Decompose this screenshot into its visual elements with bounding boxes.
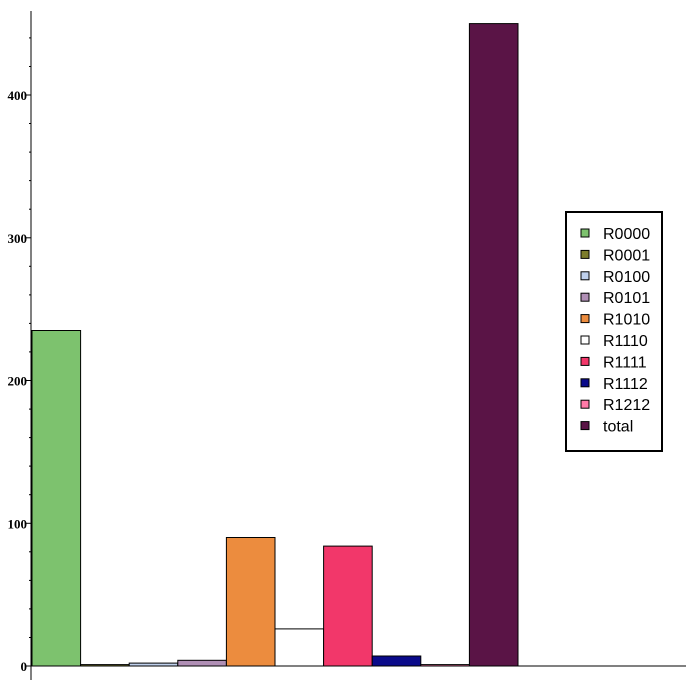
legend-swatch-r1010 <box>580 314 590 324</box>
y-tick-label: 0 <box>21 659 28 674</box>
axes-layer: 0 100 200 300 400 <box>8 11 686 680</box>
legend-label-r1111: R1111 <box>603 354 647 371</box>
legend-swatch-r0000 <box>580 228 590 238</box>
bar-r0101 <box>177 659 227 667</box>
legend-swatch-r1212 <box>580 399 590 409</box>
legend-label-r0001: R0001 <box>603 247 650 264</box>
legend-label-total: total <box>603 419 633 436</box>
legend-swatch-r0001 <box>580 249 590 259</box>
legend-swatch-total <box>580 421 590 431</box>
bar-r1112 <box>371 655 422 667</box>
legend-label-r0000: R0000 <box>603 226 650 243</box>
bar-r1110 <box>274 628 325 667</box>
legend-label-r1010: R1010 <box>603 312 650 329</box>
legend: R0000 R0001 R0100 R0101 R1010 R1110 R1111 R1112… <box>565 211 663 452</box>
y-tick-label: 300 <box>8 231 28 246</box>
y-tick-label: 400 <box>8 88 28 103</box>
legend-swatch-r0101 <box>580 292 590 302</box>
legend-swatch-r1110 <box>580 335 590 345</box>
y-tick-label: 200 <box>8 374 28 389</box>
legend-label-r1110: R1110 <box>603 333 648 350</box>
legend-label-r1112: R1112 <box>603 376 648 393</box>
legend-label-r0101: R0101 <box>603 290 650 307</box>
bar-total <box>468 23 519 667</box>
legend-swatch-r0100 <box>580 271 590 281</box>
bars-layer <box>31 23 519 667</box>
y-tick-label: 100 <box>8 516 28 531</box>
bar-r0000 <box>31 330 82 667</box>
legend-label-r1212: R1212 <box>603 397 650 414</box>
legend-swatch-r1111 <box>580 356 590 366</box>
bar-r1010 <box>225 537 276 667</box>
bar-r1111 <box>323 545 373 667</box>
legend-label-r0100: R0100 <box>603 269 650 286</box>
legend-swatch-r1112 <box>580 378 590 388</box>
